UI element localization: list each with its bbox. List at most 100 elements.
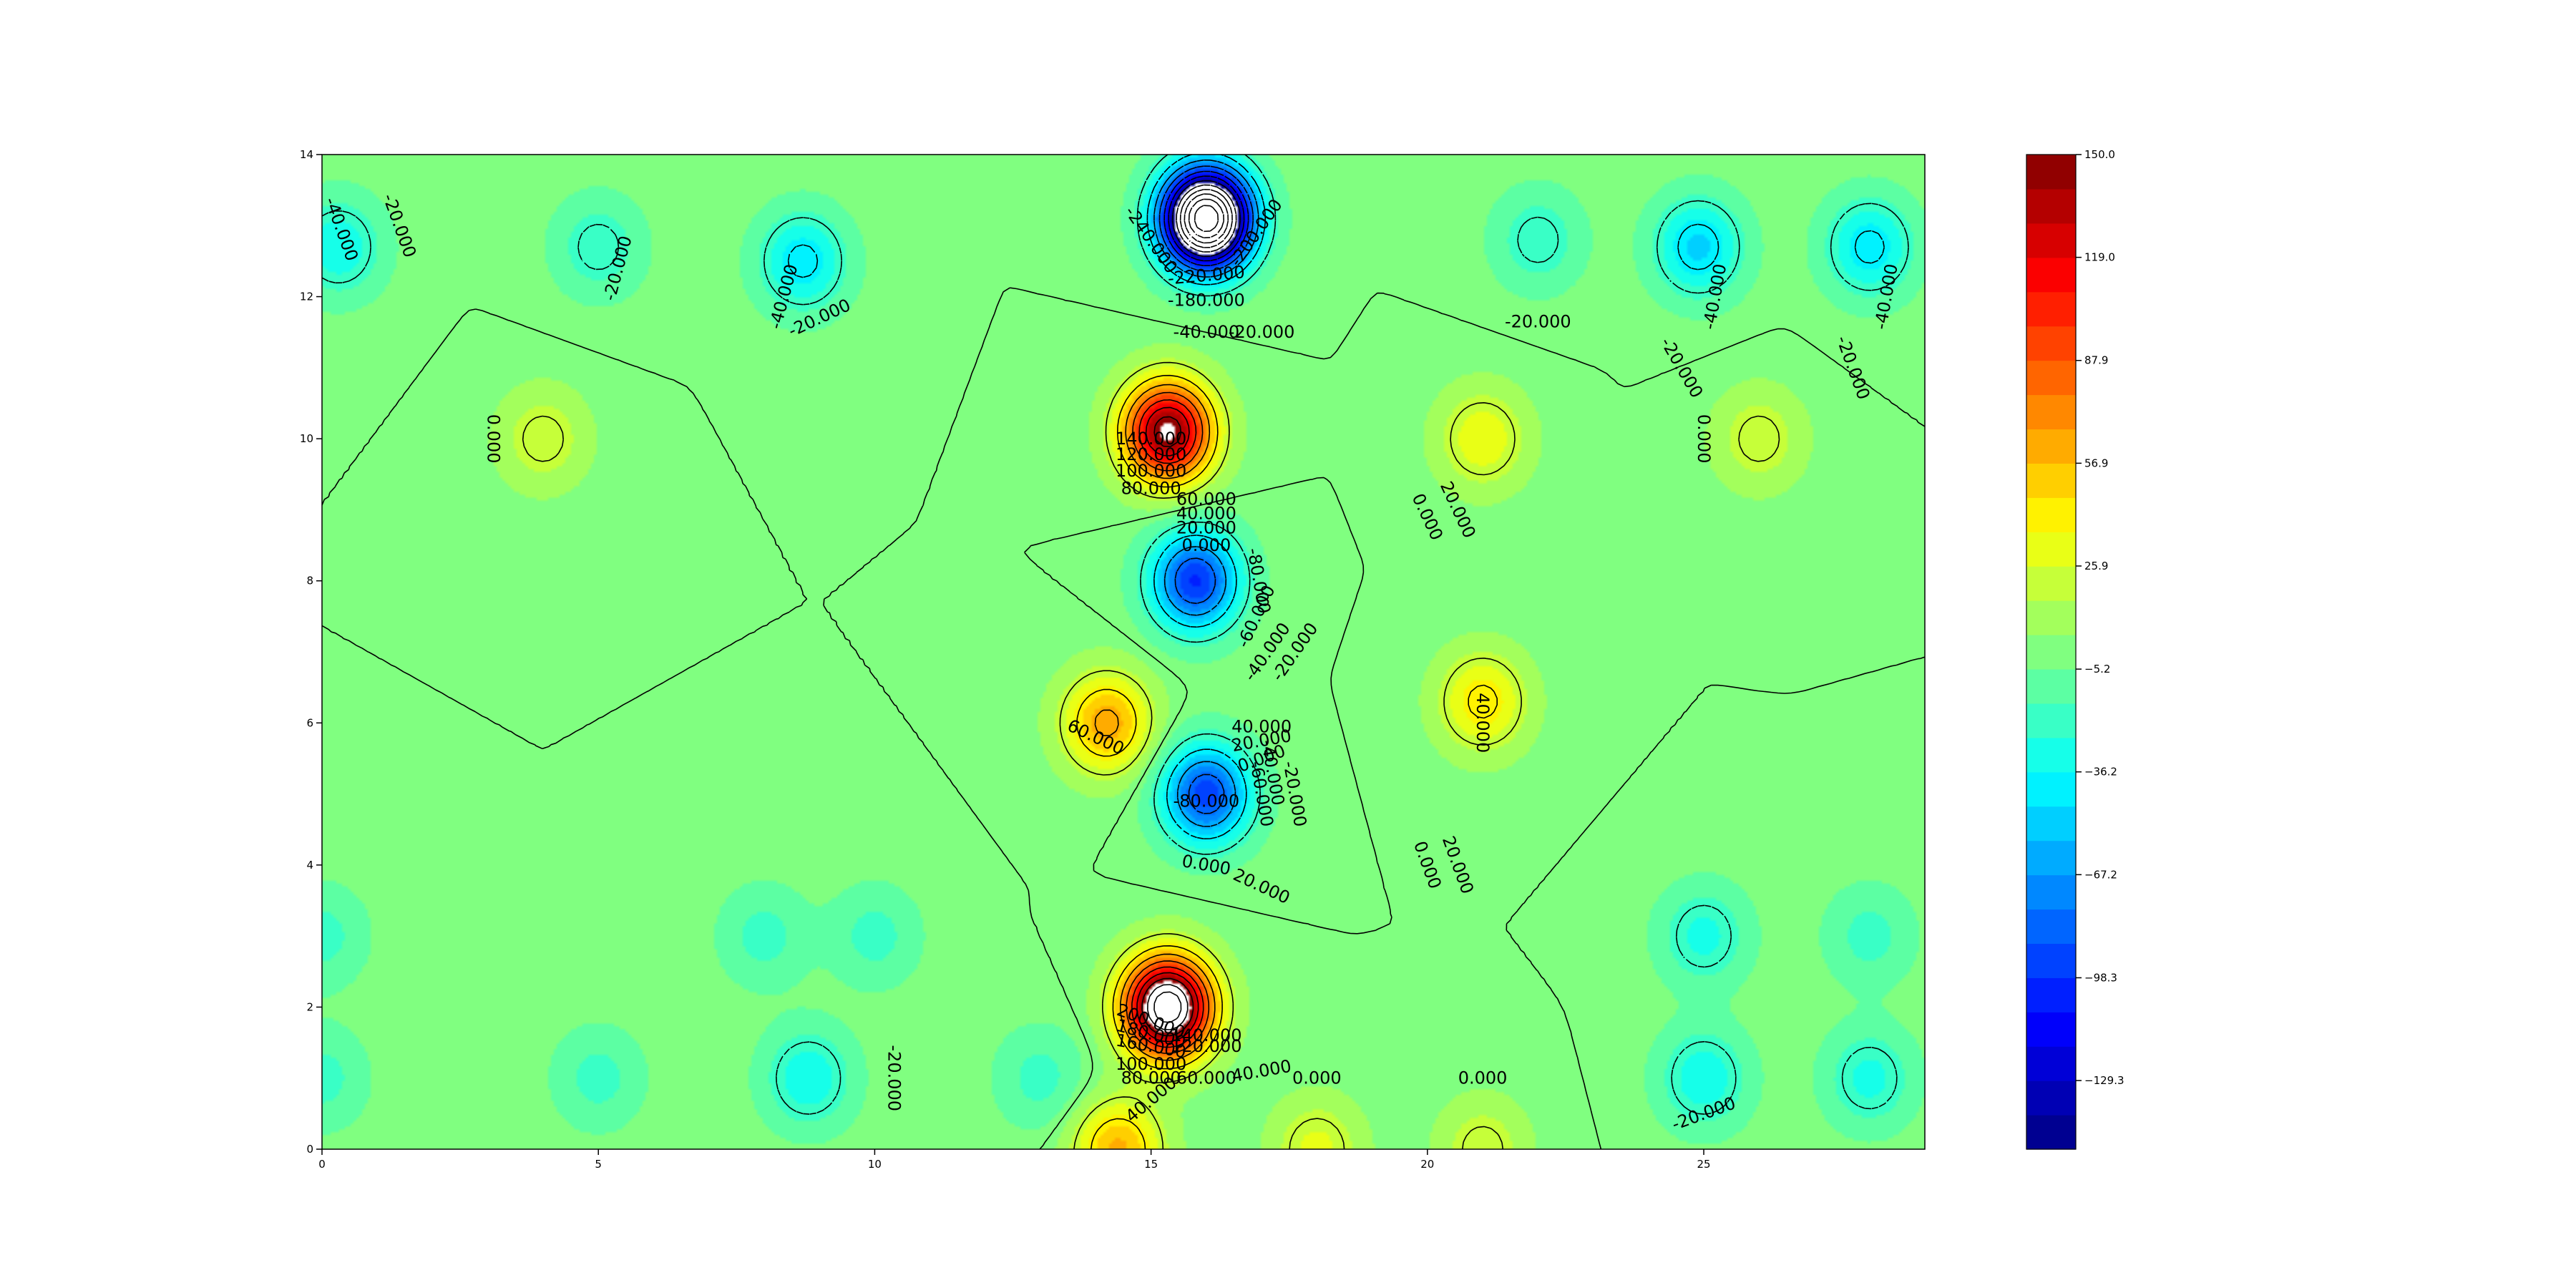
colorbar-band bbox=[2026, 1080, 2076, 1116]
contour-line-pos140 bbox=[1141, 416, 1194, 1037]
contour-label: 140.000 bbox=[1171, 1025, 1241, 1045]
x-tick-label: 15 bbox=[1144, 1158, 1158, 1171]
contour-label: 100.000 bbox=[1116, 461, 1186, 481]
colorbar: 150.0 119.0 87.9 56.9 25.9 −5.2 −36.2 −67.2 −98.… bbox=[2026, 148, 2124, 1150]
contour-line-pos0 bbox=[322, 287, 1925, 1149]
contour-label: 60.000 bbox=[1176, 489, 1236, 509]
colorbar-tick-label: 56.9 bbox=[2084, 457, 2108, 469]
contour-label: 80.000 bbox=[1121, 1068, 1181, 1088]
contour-lines bbox=[322, 155, 1925, 1149]
colorbar-band bbox=[2026, 1012, 2076, 1047]
x-tick-label: 20 bbox=[1420, 1158, 1434, 1171]
contour-label: 100.000 bbox=[1116, 1054, 1186, 1074]
contour-label: -180.000 bbox=[1168, 291, 1245, 311]
colorbar-band bbox=[2026, 771, 2076, 807]
contour-label: 120.000 bbox=[1116, 444, 1186, 464]
contour-label: 120.000 bbox=[1171, 1036, 1241, 1056]
colorbar-band bbox=[2026, 532, 2076, 567]
colorbar-band bbox=[2026, 394, 2076, 430]
contour-fill bbox=[322, 155, 1925, 1149]
contour-label: 0.000 bbox=[1694, 414, 1714, 464]
colorbar-band bbox=[2026, 943, 2076, 978]
colorbar-tick-label: 87.9 bbox=[2084, 354, 2108, 367]
contour-line-neg180 bbox=[1179, 189, 1233, 248]
y-tick-label: 2 bbox=[306, 1000, 313, 1013]
y-tick-label: 6 bbox=[306, 716, 313, 729]
colorbar-bands bbox=[2026, 155, 2076, 1150]
contour-line-pos100 bbox=[1131, 399, 1204, 1048]
colorbar-tick-label: −5.2 bbox=[2084, 663, 2110, 675]
y-tick-label: 10 bbox=[300, 432, 313, 445]
colorbar-band bbox=[2026, 737, 2076, 773]
x-tick-label: 5 bbox=[595, 1158, 602, 1171]
colorbar-band bbox=[2026, 429, 2076, 464]
contour-line-neg20 bbox=[322, 155, 1909, 1115]
contour-line-pos80 bbox=[1126, 391, 1210, 1054]
contour-line-neg120 bbox=[1168, 175, 1245, 262]
colorbar-band bbox=[2026, 600, 2076, 635]
contour-line-neg140 bbox=[1171, 180, 1241, 258]
colorbar-band bbox=[2026, 360, 2076, 396]
contour-line-pos60 bbox=[1094, 384, 1216, 1061]
x-tick-label: 10 bbox=[868, 1158, 882, 1171]
colorbar-band bbox=[2026, 463, 2076, 498]
colorbar-band bbox=[2026, 874, 2076, 910]
y-tick-label: 12 bbox=[300, 291, 313, 303]
contour-label: 0.000 bbox=[1458, 1068, 1508, 1088]
colorbar-band bbox=[2026, 326, 2076, 361]
contour-line-neg60 bbox=[1153, 159, 1259, 827]
x-tick-label: 0 bbox=[318, 1158, 326, 1171]
colorbar-tick-label: −129.3 bbox=[2084, 1074, 2124, 1087]
contour-label: -20.000 bbox=[884, 1045, 904, 1111]
colorbar-band bbox=[2026, 291, 2076, 327]
contour-line-pos120 bbox=[1136, 406, 1199, 1043]
contour-label: -20.000 bbox=[1229, 322, 1295, 342]
colorbar-band bbox=[2026, 909, 2076, 945]
contour-label: 0.000 bbox=[483, 414, 503, 464]
colorbar-tick-label: −98.3 bbox=[2084, 971, 2117, 984]
contour-label: 0.000 bbox=[1292, 1068, 1342, 1088]
x-tick-label: 25 bbox=[1697, 1158, 1710, 1171]
contour-line-pos180 bbox=[1153, 991, 1182, 1023]
colorbar-band bbox=[2026, 840, 2076, 876]
contour-label: 60.000 bbox=[1176, 1068, 1236, 1088]
y-axis: 0 2 4 6 8 10 12 14 bbox=[300, 148, 322, 1156]
y-tick-label: 4 bbox=[306, 859, 313, 872]
contour-line-neg40 bbox=[787, 155, 1885, 839]
contour-label: 20.000 bbox=[1176, 517, 1236, 537]
contour-line-neg220 bbox=[1188, 198, 1224, 239]
y-tick-label: 8 bbox=[306, 575, 313, 587]
contour-line-neg160 bbox=[1176, 184, 1237, 253]
contour-line-pos20 bbox=[522, 361, 1780, 1149]
contour-label: 0.000 bbox=[1182, 535, 1231, 555]
contour-line-pos160 bbox=[1147, 984, 1189, 1030]
contour-label: 140.000 bbox=[1116, 429, 1186, 449]
colorbar-band bbox=[2026, 497, 2076, 532]
contour-label: -40.000 bbox=[1174, 322, 1240, 342]
colorbar-tick-label: 25.9 bbox=[2084, 560, 2108, 572]
contour-line-neg80 bbox=[1158, 165, 1254, 814]
colorbar-frame bbox=[2026, 154, 2077, 1150]
x-axis: 0 5 10 15 20 25 bbox=[318, 1149, 1711, 1171]
contour-label: 40.000 bbox=[1176, 503, 1236, 523]
contour-label: -20.000 bbox=[1505, 311, 1571, 331]
colorbar-band bbox=[2026, 155, 2076, 190]
contour-line-neg240 bbox=[1194, 205, 1219, 233]
contour-line-pos40 bbox=[1076, 374, 1498, 1149]
colorbar-tick-label: −36.2 bbox=[2084, 766, 2117, 779]
colorbar-band bbox=[2026, 1115, 2076, 1150]
colorbar-band bbox=[2026, 188, 2076, 224]
contour-label: 40.000 bbox=[1231, 716, 1292, 736]
colorbar-band bbox=[2026, 668, 2076, 704]
contour-label: 40.000 bbox=[1473, 693, 1493, 753]
colorbar-tick-label: 119.0 bbox=[2084, 251, 2115, 264]
contour-label: 80.000 bbox=[1121, 479, 1181, 499]
colorbar-band bbox=[2026, 703, 2076, 738]
colorbar-band bbox=[2026, 257, 2076, 293]
y-tick-label: 14 bbox=[300, 148, 313, 161]
colorbar-tick-label: 150.0 bbox=[2084, 148, 2115, 161]
colorbar-ticks: 150.0 119.0 87.9 56.9 25.9 −5.2 −36.2 −67.2 −98.… bbox=[2076, 148, 2124, 1087]
colorbar-band bbox=[2026, 223, 2076, 258]
plot-area: -40.000 -20.000-20.000 -40.000-20.000-240.… bbox=[321, 154, 1926, 1150]
